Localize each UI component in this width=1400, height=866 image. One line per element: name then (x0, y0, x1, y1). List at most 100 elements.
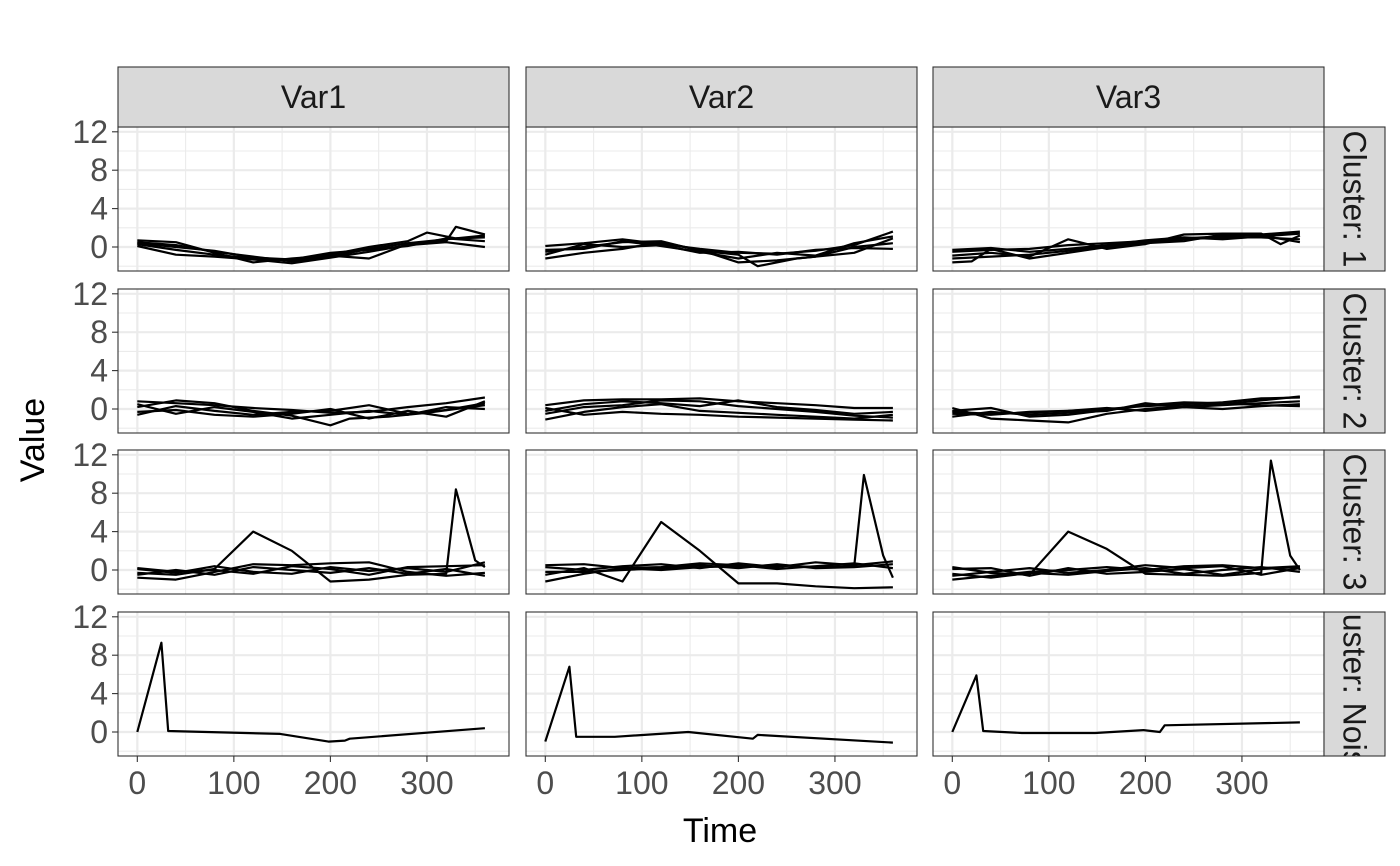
series-line-5 (137, 402, 486, 416)
series-line-5 (545, 562, 894, 571)
y-tick-label: 8 (90, 152, 108, 188)
x-tick-label: 300 (1215, 765, 1268, 801)
x-tick-label: 300 (808, 765, 861, 801)
series-line-5 (137, 237, 485, 261)
y-tick-label: 0 (90, 552, 108, 588)
column-strip-3: Var3 (932, 66, 1325, 128)
series-group (951, 674, 1300, 735)
column-strip-2: Var2 (525, 66, 918, 128)
series-group (544, 665, 893, 744)
y-tick-label: 12 (72, 276, 108, 312)
series-line-4 (952, 566, 1300, 577)
row-strip-label: Cluster: Noise (1337, 584, 1373, 785)
panel-border (117, 288, 510, 434)
facet-panel-r1-c1 (117, 126, 510, 272)
row-strip-1: Cluster: 1 (1323, 126, 1386, 272)
x-tick-label: 100 (207, 765, 260, 801)
y-tick-label: 4 (90, 676, 108, 712)
panel-border (525, 449, 918, 595)
row-strip-label: Cluster: 3 (1337, 454, 1373, 591)
row-strip-4: Cluster: Noise (1323, 584, 1386, 785)
x-tick-label: 100 (615, 765, 668, 801)
series-group (137, 396, 486, 427)
column-strip-label: Var2 (689, 79, 754, 115)
series-group (952, 230, 1301, 264)
series-line-5 (952, 564, 1301, 577)
column-strip-label: Var3 (1096, 79, 1161, 115)
y-tick-label: 12 (72, 437, 108, 473)
strip-background (932, 66, 1325, 128)
strips-layer: Var1 Var2 Var3 Cluster: 1 Cluster: 2 Cluster:… (117, 66, 1386, 785)
facet-panel-r2-c3 (932, 288, 1325, 434)
x-tick-label: 200 (712, 765, 765, 801)
facet-panel-r3-c3 (932, 449, 1325, 595)
facet-panel-r1-c2 (525, 126, 918, 272)
panels-layer (117, 126, 1325, 757)
x-tick-label: 200 (304, 765, 357, 801)
panel-border (117, 611, 510, 757)
series-group (545, 230, 894, 268)
facet-panel-r3-c1 (117, 449, 510, 595)
y-tick-label: 8 (90, 314, 108, 350)
facet-panel-r4-c2 (525, 611, 918, 757)
column-strip-1: Var1 (117, 66, 510, 128)
y-tick-label: 4 (90, 191, 108, 227)
y-tick-label: 8 (90, 637, 108, 673)
x-tick-label: 0 (536, 765, 554, 801)
facet-panel-r1-c3 (932, 126, 1325, 272)
row-strip-2: Cluster: 2 (1323, 288, 1386, 434)
panel-background (118, 612, 509, 756)
series-line-4 (545, 563, 893, 573)
panel-border (525, 288, 918, 434)
series-line-3 (545, 403, 894, 421)
series-line-5 (545, 399, 893, 419)
y-tick-label: 4 (90, 514, 108, 550)
series-group (545, 473, 894, 590)
facet-panel-r2-c1 (117, 288, 510, 434)
series-line-4 (137, 241, 486, 265)
strip-background (117, 66, 510, 128)
row-strip-3: Cluster: 3 (1323, 449, 1386, 595)
strip-background (1323, 288, 1386, 434)
strip-background (1323, 611, 1386, 757)
series-line-1 (544, 665, 893, 744)
y-tick-label: 0 (90, 391, 108, 427)
strip-background (1323, 449, 1386, 595)
panel-border (525, 611, 918, 757)
strip-background (1323, 126, 1386, 272)
y-tick-label: 4 (90, 353, 108, 389)
series-line-4 (952, 233, 1301, 264)
row-strip-label: Cluster: 1 (1337, 131, 1373, 268)
series-line-4 (137, 566, 486, 577)
x-tick-label: 0 (128, 765, 146, 801)
series-group (137, 488, 486, 583)
series-group (136, 641, 485, 743)
series-line-2 (137, 561, 485, 581)
series-line-5 (545, 235, 894, 260)
facet-panel-r2-c2 (525, 288, 918, 434)
x-axis-title: Time (683, 812, 757, 850)
y-tick-label: 12 (72, 599, 108, 635)
series-group (545, 397, 894, 422)
series-group (137, 225, 486, 265)
series-line-3 (952, 566, 1301, 579)
facet-panel-r4-c3 (932, 611, 1325, 757)
series-line-1 (545, 397, 893, 410)
x-tick-label: 200 (1119, 765, 1172, 801)
series-line-4 (545, 406, 893, 422)
series-line-1 (951, 674, 1300, 735)
y-tick-label: 0 (90, 714, 108, 750)
y-tick-label: 0 (90, 229, 108, 265)
facet-panel-r3-c2 (525, 449, 918, 595)
series-line-3 (952, 395, 1301, 424)
y-tick-label: 8 (90, 475, 108, 511)
row-strip-label: Cluster: 2 (1337, 293, 1373, 430)
x-tick-label: 300 (400, 765, 453, 801)
panel-border (117, 449, 510, 595)
x-tick-label: 0 (943, 765, 961, 801)
facet-panel-r4-c1 (117, 611, 510, 757)
y-axis-title: Value (14, 398, 52, 482)
series-line-5 (137, 564, 485, 576)
